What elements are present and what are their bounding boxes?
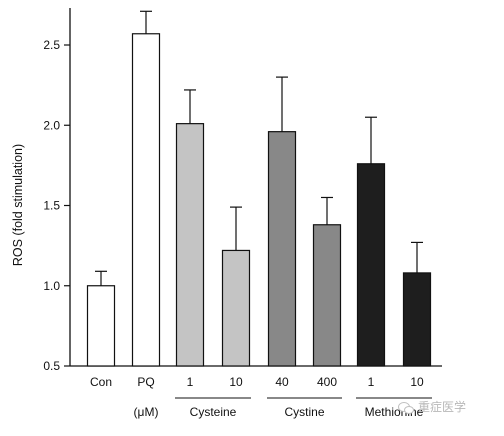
- bar: [267, 131, 297, 367]
- group-labels: (μM) Cysteine Cystine Methionine: [134, 397, 432, 419]
- chat-bubbles-icon: [398, 401, 414, 414]
- y-tick-label: 0.5: [43, 359, 60, 373]
- x-tick-label: 1: [368, 375, 375, 389]
- bar: [402, 272, 432, 367]
- x-tick-label: Con: [90, 375, 112, 389]
- y-ticks: 0.5 1.0 1.5 2.0 2.5: [43, 38, 70, 373]
- y-tick-label: 1.5: [43, 199, 60, 213]
- bar: [131, 33, 161, 367]
- bar: [86, 285, 116, 367]
- group-label: Cystine: [284, 405, 324, 419]
- y-axis-label: ROS (fold stimulation): [11, 144, 25, 266]
- x-tick-label: 40: [275, 375, 289, 389]
- watermark: 重症医学: [398, 398, 466, 415]
- bar: [221, 249, 251, 367]
- x-tick-label: PQ: [137, 375, 154, 389]
- bar: [312, 224, 342, 367]
- x-tick-label: 400: [317, 375, 337, 389]
- x-tick-label: 10: [229, 375, 243, 389]
- x-tick-label: 1: [187, 375, 194, 389]
- group-label: Cysteine: [190, 405, 237, 419]
- bar: [356, 163, 386, 367]
- y-tick-label: 2.0: [43, 118, 60, 132]
- x-tick-labels: Con PQ 1 10 40 400 1 10: [90, 375, 424, 389]
- bars: [86, 10, 432, 367]
- y-tick-label: 2.5: [43, 38, 60, 52]
- x-tick-label: 10: [410, 375, 424, 389]
- bar: [175, 123, 205, 367]
- y-tick-label: 1.0: [43, 279, 60, 293]
- group-label: (μM): [134, 405, 159, 419]
- watermark-text: 重症医学: [418, 400, 467, 414]
